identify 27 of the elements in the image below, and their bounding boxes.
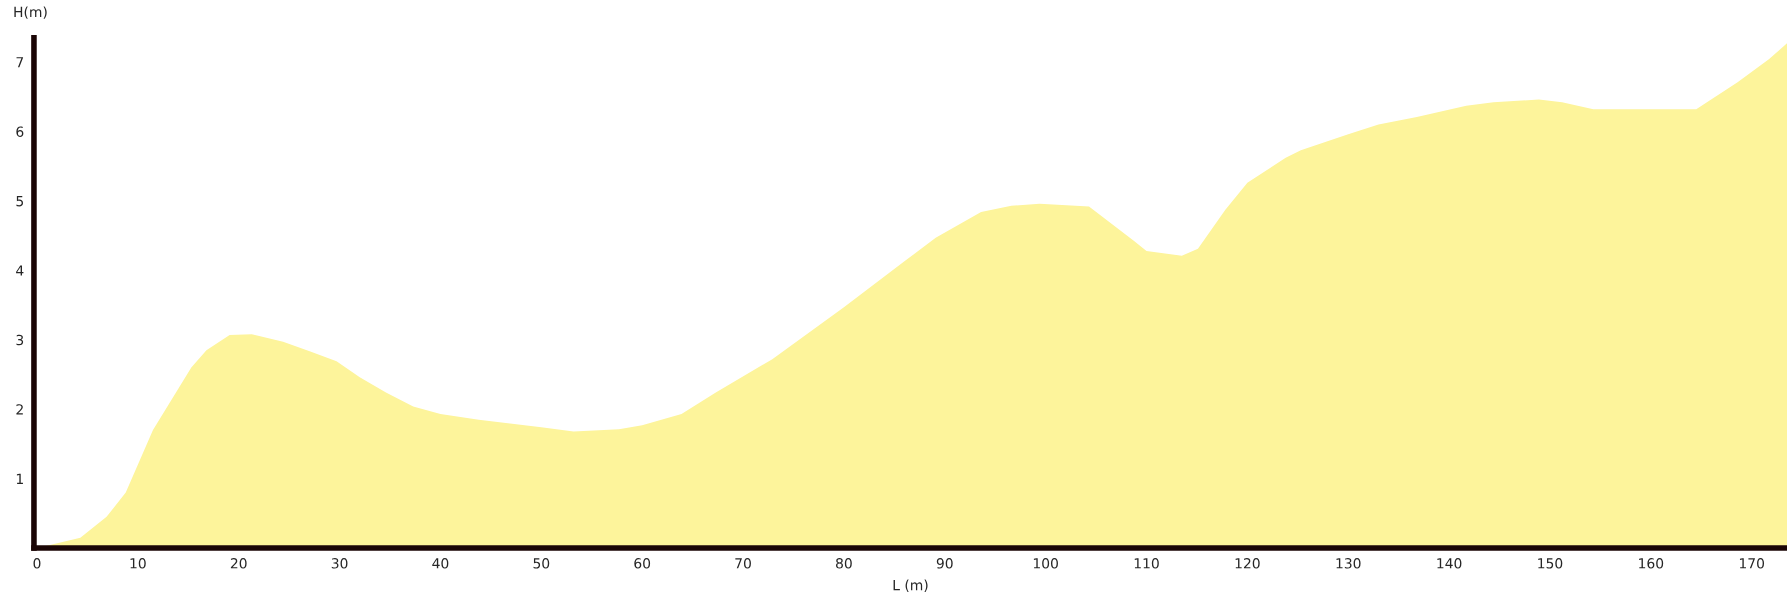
y-tick-label: 5 <box>16 196 24 207</box>
x-tick-label: 110 <box>1134 558 1159 569</box>
y-tick-label: 6 <box>16 126 24 137</box>
x-tick-label: 50 <box>533 558 550 569</box>
x-tick-label: 60 <box>634 558 651 569</box>
x-tick-label: 80 <box>836 558 852 569</box>
x-axis-title: L (m) <box>893 579 928 592</box>
y-tick-label: 7 <box>16 57 24 68</box>
x-tick-label: 140 <box>1437 558 1462 569</box>
x-tick-label: 160 <box>1639 558 1664 569</box>
x-tick-label: 120 <box>1235 558 1260 569</box>
x-tick-label: 0 <box>33 558 41 569</box>
x-tick-label: 130 <box>1336 558 1361 569</box>
y-axis-title: H(m) <box>14 6 47 19</box>
x-tick-label: 150 <box>1538 558 1563 569</box>
x-tick-label: 30 <box>331 558 348 569</box>
x-tick-label: 100 <box>1033 558 1058 569</box>
y-tick-label: 3 <box>16 334 24 346</box>
x-tick-label: 70 <box>735 558 751 569</box>
x-tick-label: 10 <box>130 558 146 569</box>
y-tick-label: 1 <box>16 473 23 484</box>
x-tick-label: 20 <box>230 558 247 569</box>
y-tick-label: 4 <box>16 265 24 276</box>
x-tick-label: 90 <box>936 558 953 569</box>
x-tick-label: 40 <box>432 558 449 569</box>
x-tick-label: 170 <box>1739 558 1765 569</box>
y-tick-label: 2 <box>16 404 23 415</box>
